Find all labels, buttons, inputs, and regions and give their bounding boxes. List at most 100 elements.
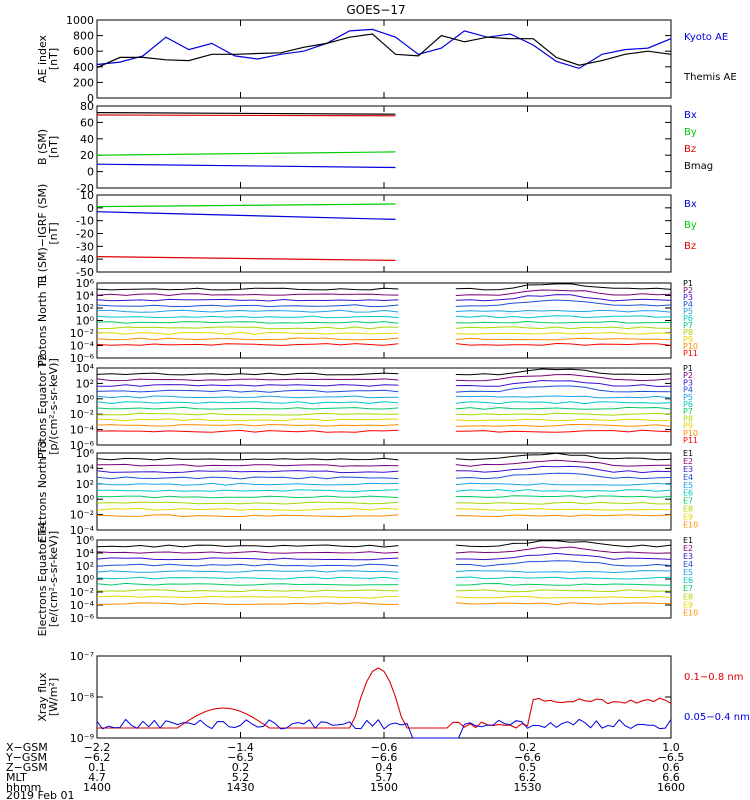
legend-entry: E2 — [683, 544, 693, 553]
panel-frame — [96, 19, 672, 99]
x-row-value: 0.4 — [375, 761, 393, 774]
y-axis-label: [nT] — [47, 136, 60, 158]
y-tick-label: 10⁻² — [70, 327, 94, 340]
y-tick-label: -30 — [76, 240, 94, 253]
channel-line-9 — [96, 514, 672, 518]
channel-line-1 — [96, 546, 672, 554]
panel-frame — [96, 105, 672, 189]
y-tick-label: 10⁴ — [76, 362, 95, 375]
channel-line-4 — [96, 395, 672, 399]
channel-line-0 — [96, 368, 672, 376]
legend-entry: Bmag — [684, 161, 713, 172]
y-tick-label: 10⁴ — [76, 290, 95, 303]
legend-entry: Bz — [684, 144, 696, 155]
legend-entry: P9 — [683, 335, 693, 344]
y-tick-label: 10² — [76, 478, 94, 491]
y-tick-label: 10⁻⁶ — [70, 352, 95, 365]
legend-entry: P11 — [683, 436, 698, 445]
x-row-value: −6.5 — [227, 751, 254, 764]
channel-line-1 — [96, 289, 672, 297]
legend-entry: P3 — [683, 378, 693, 387]
y-tick-label: 60 — [80, 116, 94, 129]
y-tick-label: 0 — [87, 92, 94, 105]
legend-entry: 0.05−0.4 nm — [684, 712, 750, 723]
y-axis-label: [nT] — [47, 222, 60, 244]
legend-entry: P7 — [683, 321, 693, 330]
channel-line-4 — [97, 309, 672, 313]
x-row-value: 1600 — [657, 781, 685, 794]
legend-entry: 0.1−0.8 nm — [684, 672, 743, 683]
x-row-label: MLT — [6, 771, 27, 784]
y-tick-label: 20 — [80, 149, 94, 162]
y-tick-label: 10⁻⁴ — [70, 599, 95, 612]
channel-line-7 — [97, 589, 672, 593]
channel-line-8 — [96, 331, 672, 335]
y-tick-label: 10⁰ — [76, 493, 95, 506]
channel-line-0 — [96, 540, 672, 548]
x-row-value: −2.2 — [84, 741, 111, 754]
y-axis-label: Xray flux — [36, 672, 49, 722]
channel-line-7 — [96, 412, 672, 416]
channel-line-8 — [96, 418, 672, 422]
x-row-value: −1.4 — [227, 741, 254, 754]
y-axis-label: Protons Equator T2 — [36, 354, 49, 459]
legend-entry: P7 — [683, 407, 693, 416]
series-line-0 — [97, 209, 671, 219]
y-axis-label: [e/(cm²-s-sr-keV)] — [47, 531, 60, 627]
x-row-value: −0.6 — [371, 741, 398, 754]
y-tick-label: -50 — [76, 266, 94, 279]
x-row-value: −6.5 — [658, 751, 685, 764]
channel-line-9 — [96, 337, 672, 341]
legend-entry: P11 — [683, 349, 698, 358]
panel-ae: 0 200 400 600 800 1000 AE index[nT] Kyoto AE The… — [36, 14, 737, 105]
legend-entry: P4 — [683, 300, 693, 309]
y-tick-label: 800 — [73, 30, 94, 43]
y-tick-label: 10⁻² — [70, 408, 94, 421]
legend-entry: E6 — [683, 489, 693, 498]
figure-title: GOES−17 — [346, 3, 405, 17]
y-tick-label: 10⁻⁸ — [70, 691, 95, 704]
y-tick-label: 10⁻⁴ — [70, 340, 95, 353]
y-tick-label: 10⁰ — [76, 573, 95, 586]
y-tick-label: 10⁰ — [76, 315, 95, 328]
x-row-value: −6.2 — [84, 751, 111, 764]
channel-line-10 — [96, 429, 672, 433]
y-tick-label: -40 — [76, 253, 94, 266]
channel-line-2 — [97, 379, 672, 387]
legend-entry: Bz — [684, 241, 696, 252]
y-tick-label: -20 — [76, 182, 94, 195]
legend-entry: E9 — [683, 600, 693, 609]
y-tick-label: 200 — [73, 76, 94, 89]
panel-frame — [96, 655, 672, 739]
legend-entry: By — [684, 127, 697, 138]
channel-line-0 — [96, 452, 672, 461]
y-axis-label: AE index — [36, 34, 49, 83]
x-row-value: 6.6 — [662, 771, 680, 784]
x-row-value: 0.2 — [232, 761, 250, 774]
x-row-value: 1500 — [370, 781, 398, 794]
legend-entry: P5 — [683, 393, 693, 402]
legend-entry: E4 — [683, 473, 693, 482]
legend-entry: E8 — [683, 505, 693, 514]
x-row-value: 5.7 — [375, 771, 393, 784]
y-tick-label: 10⁶ — [76, 277, 95, 290]
panel-peq: 10⁴ 10² 10⁰ 10⁻² 10⁻⁴ 10⁻⁶ Protons Equator T2[… — [36, 354, 698, 459]
y-tick-label: 10⁻⁴ — [70, 424, 95, 437]
channel-line-7 — [96, 501, 672, 505]
legend-entry: P8 — [683, 414, 693, 423]
legend-entry: By — [684, 220, 697, 231]
channel-line-7 — [96, 326, 672, 330]
legend-entry: E7 — [683, 584, 693, 593]
y-axis-label: Electrons North T3 — [36, 440, 49, 542]
x-row-label: Y−GSM — [5, 751, 47, 764]
x-row-value: −6.6 — [514, 751, 541, 764]
legend-entry: E10 — [683, 520, 698, 529]
y-tick-label: 0 — [87, 202, 94, 215]
x-row-value: −6.6 — [371, 751, 398, 764]
legend-entry: E10 — [683, 608, 698, 617]
channel-line-9 — [96, 423, 672, 428]
channel-line-4 — [96, 570, 672, 574]
legend-entry: E1 — [683, 536, 693, 545]
